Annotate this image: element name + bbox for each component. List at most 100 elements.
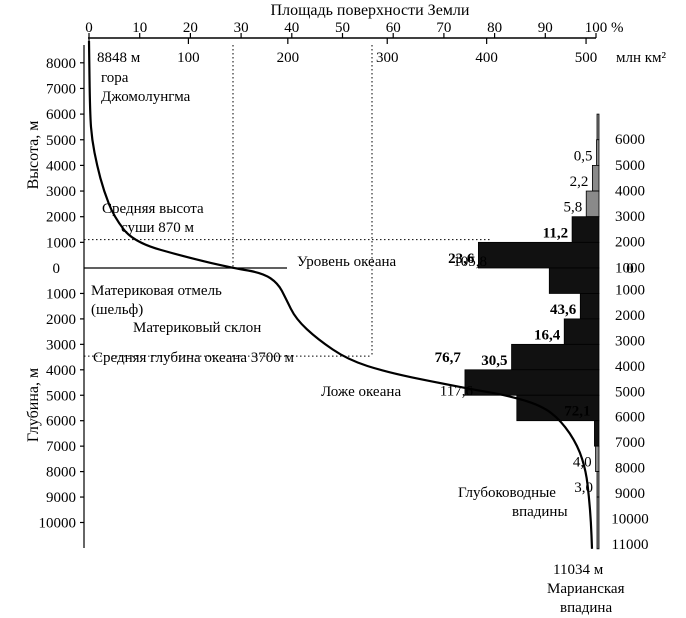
histogram-value-label: 2,2 <box>570 174 589 190</box>
histogram-bar <box>594 420 600 447</box>
annotation-trench-line2: впадина <box>560 600 612 616</box>
histogram-bar <box>596 113 600 141</box>
histogram-bar <box>477 241 600 269</box>
annotation-slope: Материковый склон <box>133 320 261 336</box>
right-tick-label: 6000 <box>615 132 645 148</box>
annotation-mean-depth: Средняя глубина океана 3700 м <box>93 350 295 366</box>
annotation-trench-line1: Марианская <box>547 581 625 597</box>
left-tick-label: 2000 <box>46 210 76 226</box>
histogram-value-label: 3,0 <box>574 480 593 496</box>
top-percent-tick-label: 10 <box>132 20 147 36</box>
histogram-value-label: 0,5 <box>574 148 593 164</box>
histogram-value-label: 76,7 <box>435 350 462 366</box>
left-tick-label-zero: 0 <box>53 261 61 277</box>
annotation-trenches-line2: впадины <box>512 504 568 520</box>
top-percent-tick-label: 90 <box>538 20 553 36</box>
histogram-bar <box>595 445 600 472</box>
histogram-bar <box>591 164 600 192</box>
top-axis-area-ticks: 100 200 300 400 500 <box>88 38 598 66</box>
right-tick-label: 7000 <box>615 435 645 451</box>
histogram-bar <box>516 394 600 422</box>
top-area-tick-label: 300 <box>376 50 399 66</box>
top-area-tick-label: 200 <box>277 50 300 66</box>
right-axis-ticks: 6000500040003000200010000100020003000400… <box>611 132 649 553</box>
histogram-value-label: 43,6 <box>550 302 577 318</box>
left-axis-ticks: 8000 7000 6000 5000 4000 3000 2000 10000 1000 200… <box>39 56 84 532</box>
right-tick-label: 3000 <box>615 333 645 349</box>
right-tick-label: 6000 <box>615 410 645 426</box>
right-tick-label: 4000 <box>615 359 645 375</box>
left-tick-label: 9000 <box>46 490 76 506</box>
top-area-tick-label: 100 <box>177 50 200 66</box>
histogram-bar <box>548 267 600 294</box>
histogram-value-label: 23,6 <box>448 251 475 267</box>
histogram-value-label: 11,2 <box>543 225 568 241</box>
histogram-value-label: 5,8 <box>563 200 582 216</box>
left-tick-label: 3000 <box>46 337 76 353</box>
histogram-bar <box>571 216 600 243</box>
top-percent-tick-label: 20 <box>183 20 198 36</box>
top-area-tick-label: 400 <box>475 50 498 66</box>
right-tick-label: 3000 <box>615 209 645 225</box>
histogram-bar <box>596 496 600 550</box>
histogram-value-label: 16,4 <box>534 327 561 343</box>
top-percent-tick-label: 80 <box>487 20 502 36</box>
left-tick-label: 2000 <box>46 312 76 328</box>
histogram-value-label: 105,8 <box>453 254 487 270</box>
left-tick-label: 8000 <box>46 465 76 481</box>
top-percent-tick-label: 0 <box>85 20 93 36</box>
right-tick-label: 2000 <box>615 308 645 324</box>
right-tick-label: 2000 <box>615 235 645 251</box>
right-tick-label: 1000 <box>615 282 645 298</box>
left-tick-label: 6000 <box>46 107 76 123</box>
right-tick-label: 0 <box>626 261 634 277</box>
left-tick-label: 7000 <box>46 439 76 455</box>
annotation-shelf-line2: (шельф) <box>91 302 143 318</box>
annotation-mean-land-line1: Средняя высота <box>102 201 204 217</box>
left-tick-label: 4000 <box>46 158 76 174</box>
histogram-bar <box>579 293 600 320</box>
annotation-peak-line2: Джомолунгма <box>101 89 191 105</box>
top-area-tick-label: 500 <box>575 50 598 66</box>
annotation-shelf-line1: Материковая отмель <box>91 283 222 299</box>
histogram-bar <box>563 318 600 345</box>
left-tick-label: 1000 <box>46 235 76 251</box>
right-tick-label: 5000 <box>615 384 645 400</box>
annotations: 8848 м гора Джомолунгма Средняя высота с… <box>91 50 625 616</box>
hypsographic-curve <box>87 40 594 549</box>
left-tick-label: 10000 <box>39 516 77 532</box>
reference-lines <box>84 45 490 357</box>
top-percent-tick-label: 40 <box>284 20 299 36</box>
annotation-peak-value: 8848 м <box>97 50 141 66</box>
top-percent-tick-label: 50 <box>335 20 350 36</box>
top-percent-tick-label: 60 <box>386 20 401 36</box>
histogram-bar <box>585 190 600 218</box>
left-axis-height-label: Высота, м <box>25 121 42 190</box>
histogram-bar <box>511 343 600 371</box>
annotation-mean-land-line2: суши 870 м <box>121 220 195 236</box>
top-percent-tick-label: 30 <box>234 20 249 36</box>
right-tick-label: 5000 <box>615 158 645 174</box>
histogram-bar <box>596 471 600 498</box>
left-tick-label: 3000 <box>46 184 76 200</box>
annotation-trenches-line1: Глубоководные <box>458 485 556 501</box>
top-axis-percent-unit: % <box>611 20 624 36</box>
chart-title: Площадь поверхности Земли <box>271 2 470 19</box>
top-percent-tick-label: 100 <box>585 20 608 36</box>
right-tick-label: 1000 <box>615 260 645 276</box>
annotation-ocean-floor: Ложе океана <box>321 384 401 400</box>
top-percent-tick-label: 70 <box>436 20 451 36</box>
left-tick-label: 4000 <box>46 363 76 379</box>
left-tick-label: 8000 <box>46 56 76 72</box>
left-tick-label: 5000 <box>46 133 76 149</box>
right-tick-label: 8000 <box>615 461 645 477</box>
histogram-labels: 0,52,25,811,223,6105,843,616,430,576,711… <box>435 148 593 496</box>
left-tick-label: 6000 <box>46 414 76 430</box>
right-tick-label: 9000 <box>615 486 645 502</box>
top-axis-percent-ticks: 0 10 20 30 40 50 60 70 80 90 100 <box>85 20 607 38</box>
histogram-bar <box>596 139 600 166</box>
annotation-trench-depth: 11034 м <box>553 562 604 578</box>
histogram-value-label: 72,1 <box>564 404 590 420</box>
left-axis-depth-label: Глубина, м <box>25 368 42 442</box>
